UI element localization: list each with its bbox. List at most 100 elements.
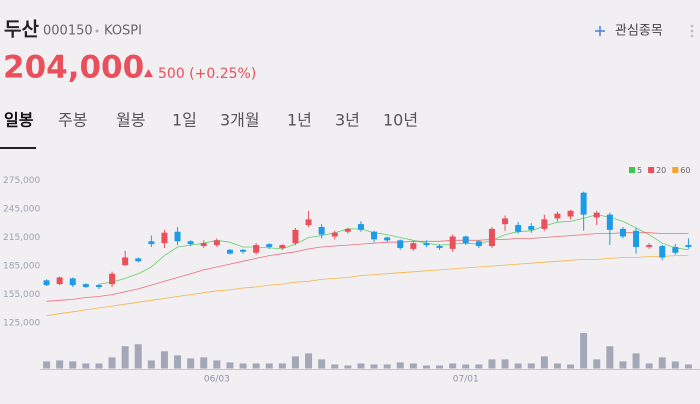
moving-average-line xyxy=(46,255,689,316)
candle-body xyxy=(593,212,600,218)
volume-bar xyxy=(108,357,116,369)
volume-bar xyxy=(134,344,142,369)
candle-body xyxy=(148,241,155,245)
candle-body xyxy=(475,241,482,247)
x-tick-label: 06/03 xyxy=(204,375,230,385)
volume-bar xyxy=(527,363,535,369)
volume-bar xyxy=(409,363,417,369)
volume-bar xyxy=(593,359,601,369)
candle-body xyxy=(174,231,181,242)
volume-bar xyxy=(422,365,430,369)
volume-bar xyxy=(514,363,522,369)
period-tab[interactable]: 일봉 xyxy=(4,111,34,130)
candle-body xyxy=(580,192,587,215)
volume-bar xyxy=(540,356,548,369)
y-tick-label: 155,000 xyxy=(3,290,40,300)
candle-body xyxy=(135,258,142,262)
candle-body xyxy=(187,241,194,245)
period-tab[interactable]: 10년 xyxy=(383,111,418,130)
candle-body xyxy=(659,246,666,258)
legend-swatch xyxy=(648,167,655,173)
candle-body xyxy=(305,219,312,226)
volume-bar xyxy=(383,364,391,369)
moving-average-line xyxy=(46,232,689,302)
volume-bar xyxy=(291,356,299,369)
separator-dot xyxy=(95,29,99,33)
volume-bar xyxy=(239,363,247,369)
y-tick-label: 245,000 xyxy=(3,204,40,214)
candle-body xyxy=(292,229,299,244)
candle-body xyxy=(619,228,626,237)
volume-bar xyxy=(449,363,457,369)
candle-body xyxy=(462,236,469,244)
current-price: 204,000 xyxy=(3,50,144,86)
volume-bar xyxy=(632,353,640,369)
y-tick-label: 275,000 xyxy=(3,176,40,186)
candle-body xyxy=(633,230,640,247)
candle-body xyxy=(515,225,522,232)
candle-body xyxy=(606,214,613,230)
volume-bar xyxy=(475,364,483,369)
candle-body xyxy=(56,277,63,285)
legend-swatch xyxy=(672,167,679,173)
candle-body xyxy=(541,219,548,229)
candle-body xyxy=(488,228,495,247)
volume-bar xyxy=(488,359,496,369)
candle-body xyxy=(279,245,286,248)
volume-bar xyxy=(278,363,286,369)
legend-swatch xyxy=(629,167,635,173)
candle-body xyxy=(502,218,509,225)
volume-bar xyxy=(344,365,352,369)
up-arrow xyxy=(144,69,153,77)
period-tab[interactable]: 1년 xyxy=(287,111,312,130)
menu-dot xyxy=(690,34,694,38)
volume-bar xyxy=(658,357,666,369)
period-tab[interactable]: 월봉 xyxy=(116,111,145,130)
volume-bar xyxy=(436,365,444,369)
period-tab[interactable]: 3개월 xyxy=(220,111,260,130)
volume-bar xyxy=(187,358,195,369)
candle-body xyxy=(95,285,102,288)
candle-body xyxy=(646,245,653,247)
candle-body xyxy=(122,257,129,266)
candle-body xyxy=(371,231,378,240)
volume-bar xyxy=(331,364,339,369)
volume-bar xyxy=(147,360,155,369)
watch-label: 관심종목 xyxy=(615,24,663,39)
candle-body xyxy=(436,246,443,248)
volume-bar xyxy=(318,359,326,369)
candle-body xyxy=(109,273,116,285)
moving-average-line xyxy=(98,214,689,285)
more-menu[interactable] xyxy=(690,24,694,38)
candle-body xyxy=(384,237,391,241)
volume-bar xyxy=(174,355,182,369)
period-tab[interactable]: 3년 xyxy=(335,111,360,130)
volume-bar xyxy=(357,363,365,369)
period-tabs: 일봉 주봉 월봉 1일 3개월 1년 3년 10년 xyxy=(4,111,418,130)
stock-name: 두산 xyxy=(4,19,39,41)
volume-bar xyxy=(396,362,404,369)
period-tab[interactable]: 주봉 xyxy=(58,111,87,130)
period-tab[interactable]: 1일 xyxy=(172,111,197,130)
candle-body xyxy=(69,278,76,286)
candle-body xyxy=(318,226,325,235)
volume-bar xyxy=(69,361,77,369)
volume-bar xyxy=(619,361,627,369)
candle-body xyxy=(554,213,561,219)
volume-bar xyxy=(684,364,692,369)
volume-bar xyxy=(121,346,129,369)
volume-bar xyxy=(43,361,51,369)
watch-button[interactable]: 관심종목 xyxy=(595,24,663,39)
candle-body xyxy=(43,280,50,286)
y-tick-label: 185,000 xyxy=(3,262,40,272)
market-name: KOSPI xyxy=(104,24,142,39)
candle-body xyxy=(266,244,273,247)
price-change: 500 (+0.25%) xyxy=(158,66,256,82)
y-tick-label: 215,000 xyxy=(3,233,40,243)
volume-bar xyxy=(645,363,653,369)
volume-bar xyxy=(200,357,208,369)
candle-body xyxy=(213,240,220,246)
volume-bar xyxy=(160,351,168,369)
volume-bar xyxy=(553,363,561,369)
